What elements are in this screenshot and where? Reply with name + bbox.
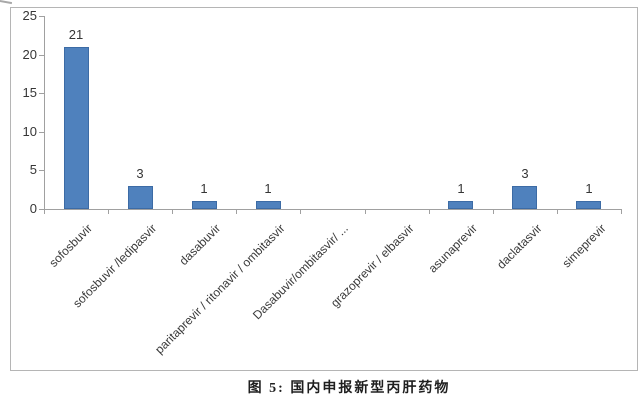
x-tick [429, 210, 430, 214]
bar-value-label: 1 [200, 181, 208, 196]
x-axis-label: daclatasvir [493, 221, 545, 272]
y-tick-label: 25 [22, 8, 37, 23]
y-tick [39, 132, 44, 133]
figure-caption: 图 5: 国内申报新型丙肝药物 [247, 381, 451, 396]
x-tick [236, 210, 237, 214]
x-axis-label: asunaprevir [425, 221, 481, 276]
x-axis-label: sofosbuvir [46, 221, 96, 270]
x-axis-label: simeprevir [559, 221, 609, 271]
x-axis-label: paritaprevir / ritonavir / ombitasvir [151, 221, 288, 357]
y-tick [39, 55, 44, 56]
y-tick-label: 0 [29, 201, 37, 216]
y-tick [39, 16, 44, 17]
x-axis-label: dasabuvir [176, 221, 224, 268]
y-tick-label: 10 [22, 124, 37, 139]
y-tick-label: 15 [22, 85, 37, 100]
bar-value-label: 3 [521, 166, 529, 181]
x-tick [365, 210, 366, 214]
bar [576, 201, 601, 209]
x-tick [172, 210, 173, 214]
bar-value-label: 1 [264, 181, 272, 196]
x-tick [300, 210, 301, 214]
page-crop-artifact [0, 0, 13, 5]
y-tick [39, 170, 44, 171]
y-tick [39, 209, 44, 210]
x-tick [44, 210, 45, 214]
bar [448, 201, 473, 209]
x-tick [621, 210, 622, 214]
bar [64, 47, 89, 209]
x-axis-line [44, 209, 622, 210]
bar-value-label: 1 [457, 181, 465, 196]
bar-chart: 0 5 10 15 20 25 21 3 1 1 1 3 1 sofosbuvir sofosbuvir /… [10, 7, 638, 371]
bar [128, 186, 153, 209]
x-tick [493, 210, 494, 214]
plot-area: 0 5 10 15 20 25 21 3 1 1 1 3 1 sofosbuvir sofosbuvir /… [11, 8, 637, 370]
y-tick-label: 20 [22, 47, 37, 62]
bar [256, 201, 281, 209]
bar-value-label: 1 [585, 181, 593, 196]
y-axis-line [44, 16, 45, 210]
x-tick [557, 210, 558, 214]
bar-value-label: 3 [136, 166, 144, 181]
y-tick-label: 5 [29, 162, 37, 177]
x-tick [108, 210, 109, 214]
bar [512, 186, 537, 209]
bar-value-label: 21 [68, 27, 84, 42]
bar [192, 201, 217, 209]
y-tick [39, 93, 44, 94]
